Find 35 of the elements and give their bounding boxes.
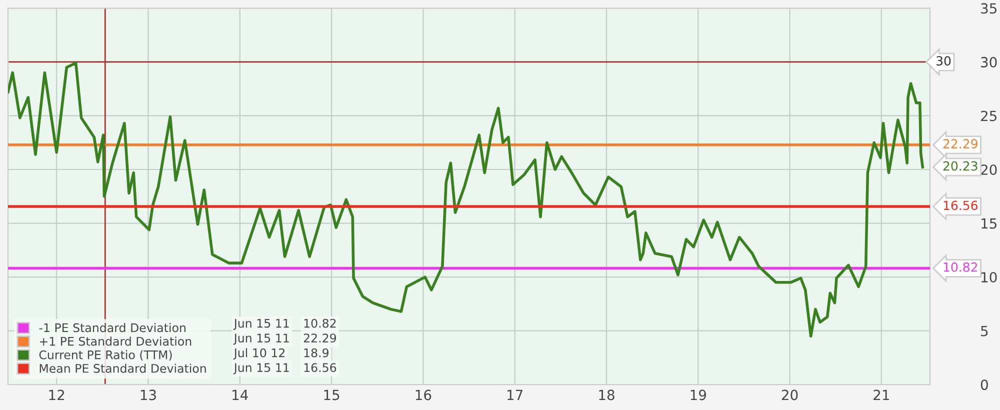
x-tick-label: 19 [690, 390, 706, 400]
x-tick-label: 16 [416, 390, 432, 400]
x-tick-label: 18 [599, 390, 614, 400]
legend-label: +1 PE Standard Deviation [40, 336, 192, 346]
y-tick-label: 30 [981, 56, 997, 68]
y-tick-label: 35 [981, 3, 996, 14]
x-tick-label: 14 [232, 390, 248, 400]
annotation: Jun 15 11 [233, 334, 289, 345]
x-tick-label: 13 [140, 390, 156, 400]
x-tick-label: 12 [49, 390, 64, 400]
x-tick-label: 17 [508, 390, 522, 400]
data-label: 22.29 [943, 139, 978, 149]
data-label: 20.23 [943, 161, 978, 171]
annotation: Jul 10 12 [233, 348, 284, 360]
annotation: 10.82 [304, 318, 336, 328]
y-tick-label: 0 [980, 380, 988, 390]
data-label: 16.56 [944, 200, 978, 210]
annotation: 16.56 [304, 363, 336, 372]
ref-line-label: 30 [936, 56, 951, 66]
data-label: 10.82 [944, 262, 978, 272]
legend-label: -1 PE Standard Deviation [39, 323, 186, 332]
annotation: 18.9 [304, 348, 328, 358]
legend-label: Mean PE Standard Deviation [40, 364, 206, 373]
x-tick-label: 21 [874, 390, 889, 400]
legend-label: Current PE Ratio (TTM) [39, 350, 172, 361]
y-tick-label: 20 [981, 164, 997, 175]
x-tick-label: 20 [782, 390, 798, 400]
x-tick-label: 15 [324, 390, 340, 400]
y-tick-label: 15 [982, 218, 996, 229]
annotation: Jun 15 11 [233, 318, 289, 330]
annotation: 22.29 [304, 334, 336, 343]
y-tick-label: 25 [981, 110, 996, 122]
y-tick-label: 10 [982, 272, 997, 283]
annotation: Jun 15 11 [233, 363, 289, 374]
y-tick-label: 5 [981, 326, 988, 336]
